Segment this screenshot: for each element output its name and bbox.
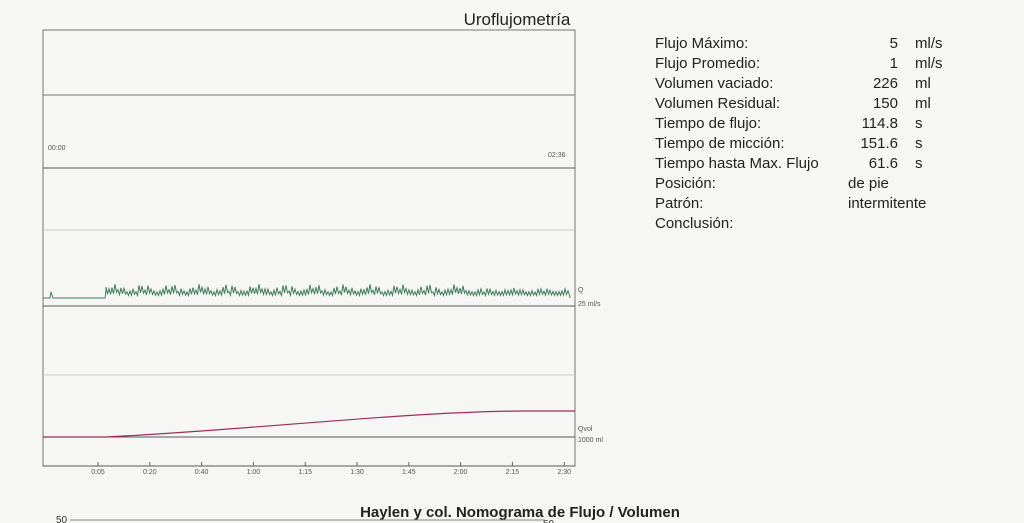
- time-tick-label: 0:20: [143, 469, 157, 476]
- detail-label: Conclusión:: [655, 215, 733, 232]
- flow-trace: [43, 284, 571, 299]
- nomogram-title: Haylen y col. Nomograma de Flujo / Volum…: [360, 504, 680, 521]
- detail-value: intermitente: [848, 195, 926, 212]
- result-unit: s: [915, 115, 923, 132]
- result-label: Tiempo hasta Max. Flujo: [655, 155, 819, 172]
- flow-scale: 25 ml/s: [578, 301, 601, 308]
- detail-label: Posición:: [655, 175, 716, 192]
- result-label: Flujo Máximo:: [655, 35, 748, 52]
- result-label: Tiempo de flujo:: [655, 115, 761, 132]
- time-tick-label: 0:40: [195, 469, 209, 476]
- report-title: Uroflujometría: [464, 10, 571, 29]
- time-tick-label: 2:30: [557, 469, 571, 476]
- time-tick-label: 2:00: [454, 469, 468, 476]
- result-unit: s: [915, 155, 923, 172]
- nomogram-left-axis: 50: [56, 515, 68, 523]
- result-unit: ml/s: [915, 35, 943, 52]
- result-value: 114.8: [862, 115, 898, 132]
- volume-scale: 1000 ml: [578, 437, 603, 444]
- result-label: Flujo Promedio:: [655, 55, 760, 72]
- result-unit: s: [915, 135, 923, 152]
- result-value: 150: [873, 95, 898, 112]
- time-tick-label: 1:45: [402, 469, 416, 476]
- volume-label: Qvol: [578, 426, 593, 433]
- result-value: 61.6: [869, 155, 898, 172]
- time-tick-label: 1:00: [247, 469, 261, 476]
- result-label: Tiempo de micción:: [655, 135, 785, 152]
- start-time: 00:00: [48, 145, 66, 152]
- chart-frame: [42, 29, 576, 467]
- time-tick-label: 2:15: [506, 469, 520, 476]
- result-value: 226: [873, 75, 898, 92]
- result-unit: ml: [915, 75, 931, 92]
- detail-value: de pie: [848, 175, 889, 192]
- time-tick-label: 0:05: [91, 469, 105, 476]
- result-unit: ml: [915, 95, 931, 112]
- time-tick-label: 1:15: [298, 469, 312, 476]
- result-value: 5: [890, 35, 898, 52]
- result-label: Volumen vaciado:: [655, 75, 773, 92]
- end-time: 02:36: [548, 152, 566, 159]
- result-label: Volumen Residual:: [655, 95, 780, 112]
- result-value: 151.6: [860, 135, 898, 152]
- time-tick-label: 1:30: [350, 469, 364, 476]
- result-value: 1: [890, 55, 898, 72]
- detail-label: Patrón:: [655, 195, 703, 212]
- flow-label: Q: [578, 287, 584, 294]
- result-unit: ml/s: [915, 55, 943, 72]
- nomogram-right-axis: 50: [543, 519, 555, 523]
- volume-trace: [43, 410, 575, 438]
